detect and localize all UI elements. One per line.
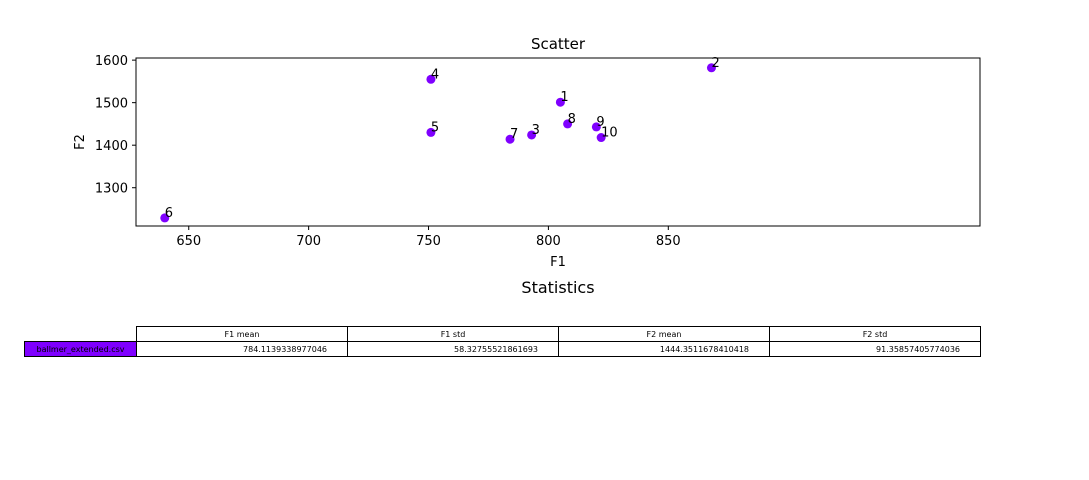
scatter-figure: Scatter 650 700 750 800 850 1300 1400 1500 1600… [73,35,981,270]
point-label: 2 [711,56,719,71]
column-header-f2-mean: F2 mean [558,326,770,342]
point-label: 1 [560,90,568,105]
point-label: 9 [596,115,604,130]
table-header-row: F1 mean F1 std F2 mean F2 std [25,326,981,342]
cell-f1-std: 58.32755521861693 [347,341,559,357]
point-label: 7 [510,127,518,142]
x-tick-label: 800 [536,234,561,249]
x-axis-ticks: 650 700 750 800 850 [176,226,681,249]
scatter-point [505,134,515,144]
scatter-point [426,74,436,84]
scatter-point [596,133,606,143]
y-tick-label: 1500 [95,97,128,112]
point-label: 5 [431,120,439,135]
table-corner-cell [25,327,137,342]
column-header-f1-std: F1 std [347,326,559,342]
point-label: 3 [532,123,540,138]
point-label: 8 [568,112,576,127]
point-label: 4 [431,67,439,82]
y-tick-label: 1400 [95,139,128,154]
scatter-point [706,63,716,73]
column-header-f2-std: F2 std [769,326,981,342]
column-header-f1-mean: F1 mean [136,326,348,342]
scatter-point [555,97,565,107]
cell-f2-std: 91.35857405774036 [769,341,981,357]
x-tick-label: 750 [416,234,441,249]
y-tick-label: 1600 [95,54,128,69]
scatter-point [426,127,436,137]
statistics-title: Statistics [521,278,595,297]
point-label: 6 [165,206,173,221]
plot-area [135,57,981,227]
x-axis-label: F1 [550,255,566,270]
x-tick-label: 850 [656,234,681,249]
row-header-dataset: ballmer_extended.csv [24,341,137,357]
statistics-table: F1 mean F1 std F2 mean F2 std ballmer_ex… [24,326,981,357]
scatter-point [563,119,573,129]
cell-f2-mean: 1444.3511678410418 [558,341,770,357]
chart-title: Scatter [531,35,586,53]
x-tick-label: 700 [296,234,321,249]
y-axis-ticks: 1300 1400 1500 1600 [95,54,136,197]
x-tick-label: 650 [176,234,201,249]
y-axis-label: F2 [73,134,88,150]
scatter-point [527,130,537,140]
scatter-points: 1 2 3 4 5 6 7 8 910 [160,56,720,223]
point-label: 10 [601,126,618,141]
scatter-point [160,213,170,223]
y-tick-label: 1300 [95,182,128,197]
scatter-point [591,122,601,132]
cell-f1-mean: 784.1139338977046 [136,341,348,357]
table-row: ballmer_extended.csv 784.1139338977046 5… [24,341,981,357]
